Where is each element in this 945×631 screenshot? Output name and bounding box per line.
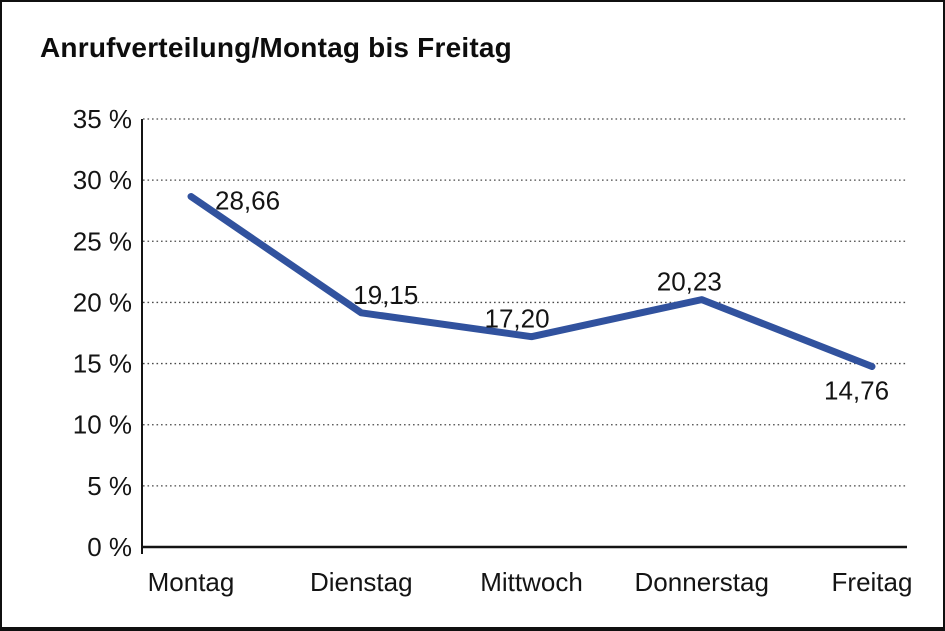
x-axis-label: Freitag — [832, 567, 913, 597]
series-line — [187, 193, 876, 371]
data-point-label: 28,66 — [215, 186, 280, 216]
y-axis-tick-label: 10 % — [73, 410, 132, 440]
y-axis-tick-label: 15 % — [73, 349, 132, 379]
data-point-label: 20,23 — [657, 267, 722, 297]
y-axis-tick-label: 20 % — [73, 287, 132, 317]
y-axis-tick-label: 5 % — [87, 471, 132, 501]
data-point-label: 19,15 — [353, 280, 418, 310]
chart-title: Anrufverteilung/Montag bis Freitag — [40, 32, 512, 63]
y-axis-tick-label: 35 % — [73, 104, 132, 134]
x-axis-label: Mittwoch — [480, 567, 583, 597]
y-axis-tick-label: 25 % — [73, 226, 132, 256]
x-axis-label: Dienstag — [310, 567, 413, 597]
x-axis-label: Donnerstag — [635, 567, 769, 597]
data-point-label: 14,76 — [824, 376, 889, 406]
x-axis-label: Montag — [148, 567, 235, 597]
y-axis-tick-label: 30 % — [73, 165, 132, 195]
data-point-label: 17,20 — [485, 304, 550, 334]
y-axis-tick-label: 0 % — [87, 532, 132, 562]
